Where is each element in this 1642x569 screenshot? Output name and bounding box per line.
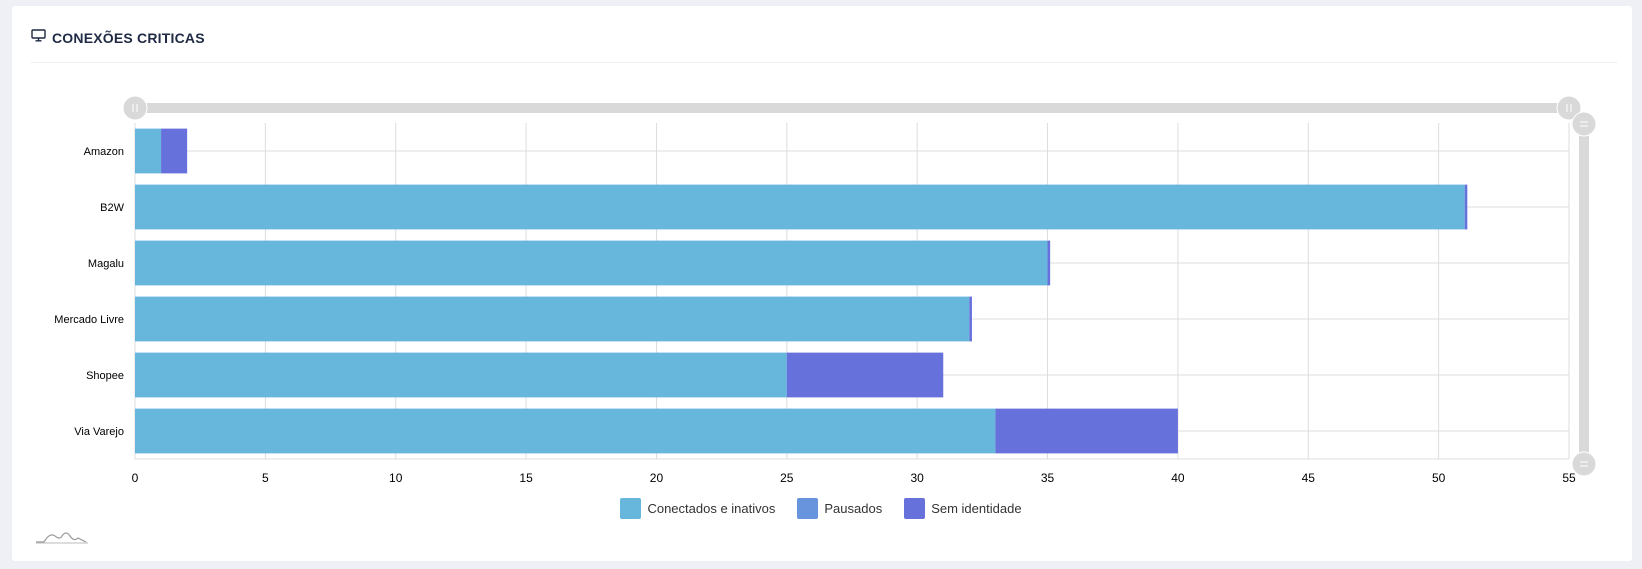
legend-swatch [904, 498, 926, 519]
vertical-scrollbar[interactable] [1571, 111, 1597, 477]
scrollbar-track[interactable] [1579, 124, 1589, 464]
x-tick-label: 25 [780, 471, 794, 485]
bar-segment[interactable] [1464, 184, 1468, 230]
bar-segment[interactable] [135, 184, 1465, 230]
bar-segment[interactable] [135, 240, 1048, 286]
x-tick-label: 5 [262, 471, 269, 485]
legend-label: Conectados e inativos [647, 501, 776, 516]
bar-segment[interactable] [135, 296, 970, 342]
x-axis-labels: 0 5 10 15 20 25 30 35 40 45 50 55 [132, 471, 1576, 485]
bar-segment[interactable] [995, 408, 1178, 454]
category-label: Shopee [86, 370, 124, 382]
bar-segment[interactable] [1047, 240, 1051, 286]
minimap-icon [36, 532, 88, 544]
bar-segment[interactable] [786, 352, 944, 398]
x-tick-label: 20 [650, 471, 664, 485]
category-label: Mercado Livre [54, 314, 124, 326]
category-label: Amazon [84, 146, 124, 158]
x-tick-label: 0 [132, 471, 139, 485]
legend-item[interactable]: Conectados e inativos [620, 498, 775, 519]
bar-segment[interactable] [969, 296, 972, 342]
legend-item[interactable]: Pausados [797, 498, 882, 519]
legend-label: Pausados [824, 501, 883, 516]
legend-swatch [797, 498, 819, 519]
category-label: Via Varejo [74, 426, 124, 438]
x-tick-label: 55 [1562, 471, 1576, 485]
scrollbar-grip[interactable] [122, 95, 148, 121]
bars [135, 128, 1468, 454]
legend-item[interactable]: Sem identidade [904, 498, 1022, 519]
x-tick-label: 30 [911, 471, 925, 485]
scrollbar-grip[interactable] [1571, 451, 1597, 477]
x-tick-label: 10 [389, 471, 403, 485]
header-divider [31, 62, 1617, 63]
category-labels: Amazon B2W Magalu Mercado Livre Shopee Via Va… [54, 146, 124, 438]
x-tick-label: 50 [1432, 471, 1446, 485]
x-tick-label: 15 [519, 471, 533, 485]
bar-segment[interactable] [135, 128, 162, 174]
monitor-icon [31, 29, 46, 47]
bar-segment[interactable] [135, 352, 787, 398]
card-header: CONEXÕES CRITICAS [31, 26, 205, 50]
x-tick-label: 45 [1302, 471, 1316, 485]
x-tick-label: 40 [1171, 471, 1185, 485]
scrollbar-track[interactable] [135, 103, 1569, 113]
horizontal-scrollbar[interactable] [122, 95, 1582, 121]
x-tick-label: 35 [1041, 471, 1055, 485]
scrollbar-grip[interactable] [1571, 111, 1597, 137]
legend-swatch [620, 498, 642, 519]
bar-segment[interactable] [161, 128, 188, 174]
category-label: B2W [100, 202, 124, 214]
chart-legend: Conectados e inativos Pausados Sem identid… [0, 498, 1642, 519]
legend-label: Sem identidade [931, 501, 1022, 516]
category-label: Magalu [88, 258, 124, 270]
card-title: CONEXÕES CRITICAS [52, 30, 205, 46]
scrollbar-grip[interactable] [1556, 95, 1582, 121]
bar-segment[interactable] [135, 408, 996, 454]
